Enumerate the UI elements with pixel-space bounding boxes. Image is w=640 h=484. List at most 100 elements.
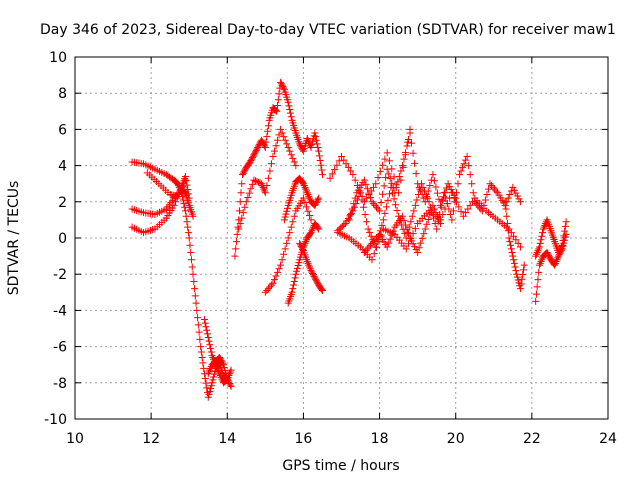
data-point bbox=[190, 277, 198, 285]
data-point bbox=[360, 248, 368, 256]
data-point bbox=[403, 142, 411, 150]
data-point bbox=[370, 250, 378, 258]
data-point bbox=[283, 140, 291, 148]
data-point bbox=[283, 239, 291, 247]
data-point bbox=[469, 189, 477, 197]
data-point bbox=[235, 216, 243, 224]
data-point bbox=[516, 198, 524, 206]
data-point bbox=[283, 204, 291, 212]
data-point bbox=[484, 185, 492, 193]
data-point bbox=[180, 179, 188, 187]
data-point bbox=[264, 174, 272, 182]
data-point bbox=[235, 225, 243, 233]
data-point bbox=[381, 155, 389, 163]
data-point bbox=[540, 223, 548, 231]
data-point bbox=[272, 272, 280, 280]
data-point bbox=[455, 203, 463, 211]
data-point bbox=[552, 258, 560, 266]
data-point bbox=[394, 178, 402, 186]
data-point bbox=[216, 353, 224, 361]
data-point bbox=[519, 271, 527, 279]
series-track-r bbox=[532, 230, 570, 305]
data-point bbox=[421, 225, 429, 233]
data-point bbox=[535, 261, 543, 269]
data-point bbox=[281, 213, 289, 221]
data-point bbox=[390, 173, 398, 181]
data-point bbox=[207, 382, 215, 390]
data-point bbox=[519, 266, 527, 274]
data-point bbox=[417, 239, 425, 247]
data-point bbox=[363, 245, 371, 253]
data-point bbox=[373, 243, 381, 251]
data-point bbox=[406, 125, 414, 133]
data-point bbox=[426, 182, 434, 190]
data-point bbox=[533, 248, 541, 256]
data-point bbox=[312, 136, 320, 144]
data-point bbox=[284, 234, 292, 242]
data-point bbox=[275, 131, 283, 139]
data-point bbox=[556, 246, 564, 254]
data-point bbox=[288, 288, 296, 296]
y-tick-label: -4 bbox=[53, 303, 67, 319]
data-point bbox=[227, 366, 235, 374]
data-point bbox=[188, 263, 196, 271]
data-point bbox=[205, 337, 213, 345]
data-point bbox=[559, 237, 567, 245]
data-point bbox=[516, 282, 524, 290]
data-point bbox=[401, 221, 409, 229]
data-point bbox=[510, 186, 518, 194]
data-point bbox=[299, 146, 307, 154]
data-point bbox=[374, 205, 382, 213]
data-point bbox=[309, 271, 317, 279]
data-point bbox=[342, 160, 350, 168]
data-point bbox=[250, 176, 258, 184]
data-point bbox=[189, 212, 197, 220]
data-point bbox=[260, 185, 268, 193]
data-point bbox=[241, 203, 249, 211]
data-point bbox=[290, 281, 298, 289]
data-point bbox=[404, 138, 412, 146]
data-point bbox=[392, 201, 400, 209]
data-point bbox=[347, 210, 355, 218]
data-point bbox=[280, 250, 288, 258]
data-point bbox=[192, 299, 200, 307]
data-point bbox=[412, 170, 420, 178]
data-point bbox=[274, 268, 282, 276]
data-point bbox=[208, 352, 216, 360]
data-point bbox=[269, 279, 277, 287]
data-point bbox=[418, 234, 426, 242]
data-point bbox=[178, 183, 186, 191]
data-point bbox=[436, 201, 444, 209]
data-point bbox=[246, 158, 254, 166]
data-point bbox=[315, 225, 323, 233]
data-point bbox=[555, 248, 563, 256]
data-point bbox=[239, 169, 247, 177]
data-point bbox=[385, 239, 393, 247]
data-point bbox=[184, 190, 192, 198]
data-point bbox=[274, 96, 282, 104]
data-point bbox=[281, 136, 289, 144]
data-point bbox=[209, 353, 217, 361]
data-point bbox=[427, 176, 435, 184]
data-point bbox=[206, 341, 214, 349]
data-point bbox=[261, 142, 269, 150]
data-point bbox=[242, 198, 250, 206]
data-point bbox=[287, 151, 295, 159]
data-point bbox=[345, 216, 353, 224]
data-point bbox=[202, 379, 210, 387]
data-point bbox=[232, 245, 240, 253]
data-point bbox=[335, 225, 343, 233]
data-point bbox=[300, 182, 308, 190]
data-point bbox=[244, 193, 252, 201]
data-point bbox=[543, 248, 551, 256]
data-point bbox=[282, 210, 290, 218]
data-point bbox=[414, 248, 422, 256]
data-point bbox=[306, 142, 314, 150]
data-point bbox=[172, 198, 180, 206]
data-point bbox=[408, 139, 416, 147]
data-point bbox=[513, 270, 521, 278]
data-point bbox=[411, 159, 419, 167]
data-point bbox=[194, 314, 202, 322]
data-point bbox=[309, 225, 317, 233]
